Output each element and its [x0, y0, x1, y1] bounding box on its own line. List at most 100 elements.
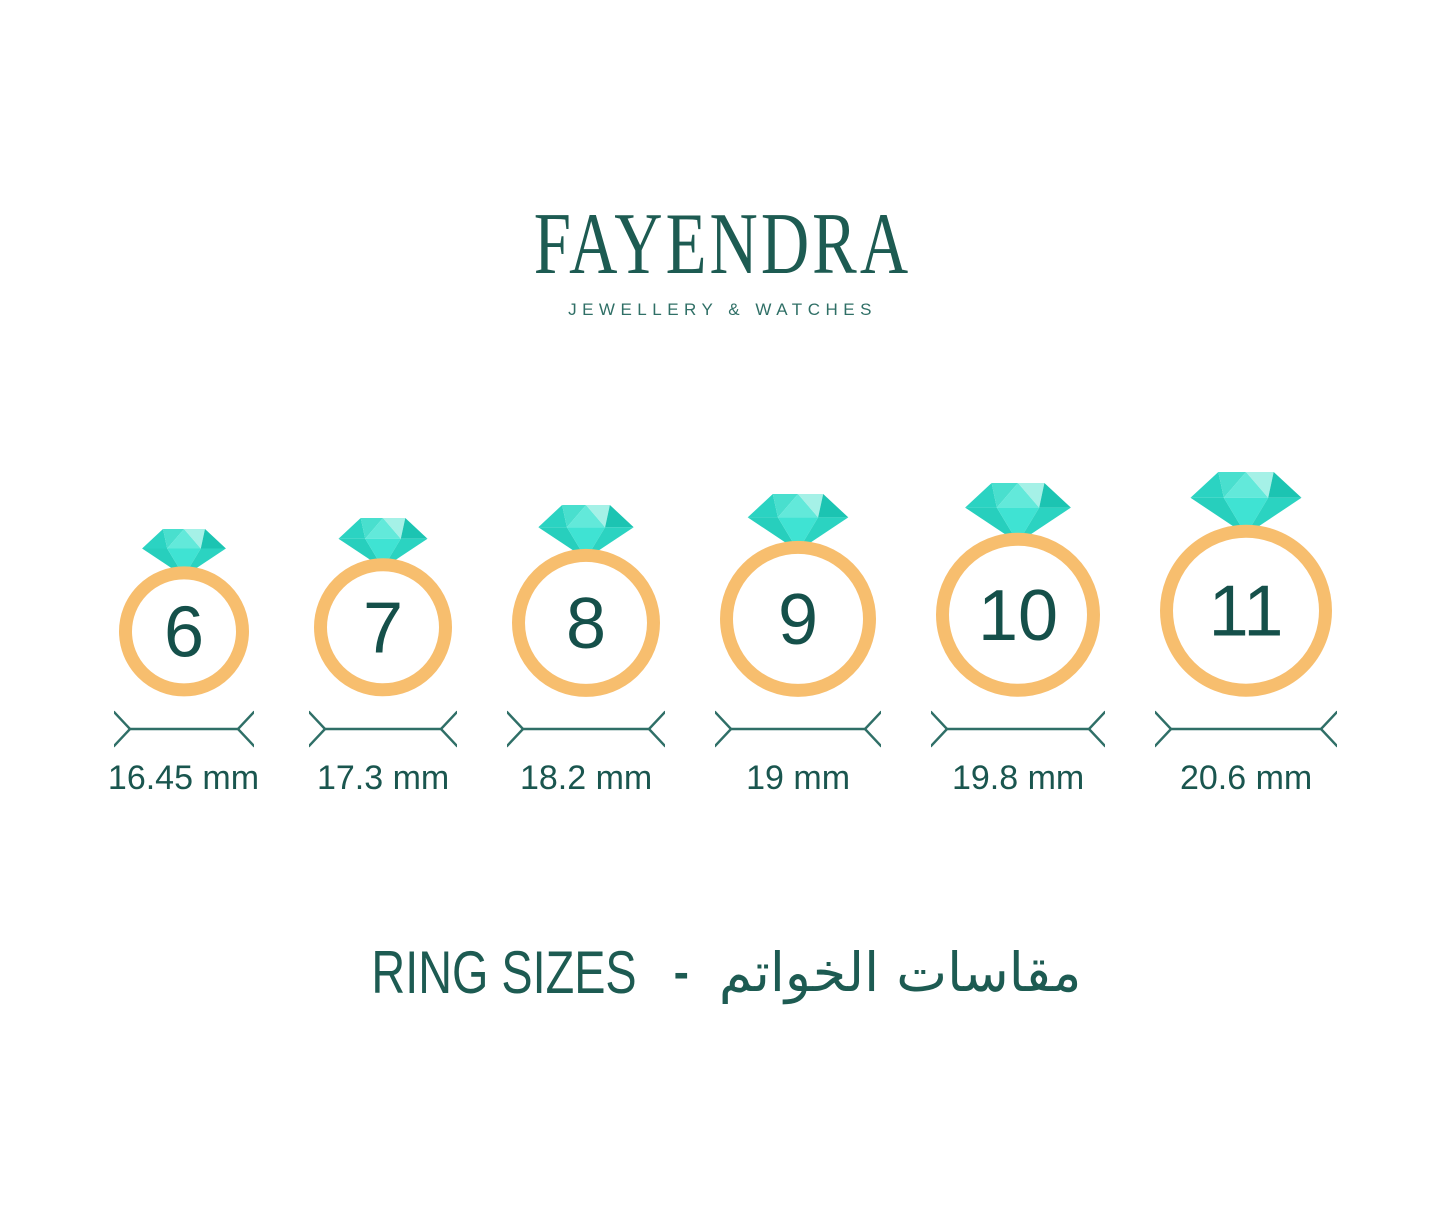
- ring-band: [1160, 524, 1333, 697]
- diamond-facet: [747, 493, 778, 517]
- measurement-arrow-line: [931, 727, 949, 747]
- diamond-facet: [1223, 471, 1269, 498]
- ring-size-number: 7: [363, 588, 403, 668]
- ring-size-number: 8: [566, 583, 606, 663]
- measurement-arrow-line: [439, 727, 458, 747]
- ring-band: [118, 565, 249, 696]
- measurement-arrow-line: [1319, 727, 1338, 747]
- brand-tagline: JEWELLERY & WATCHES: [568, 299, 877, 319]
- measurement-arrow-line: [113, 710, 131, 730]
- diamond-facet: [798, 493, 824, 517]
- diamond-facet: [200, 528, 226, 549]
- measurement-arrow-line: [931, 710, 949, 730]
- diameter-label: 17.3 mm: [316, 758, 450, 797]
- measurement-arrow-line: [647, 710, 666, 730]
- diamond-facet: [747, 516, 799, 551]
- diamond-facet: [991, 482, 1019, 508]
- diamond-facet: [1190, 471, 1224, 498]
- diamond-facet: [538, 526, 587, 559]
- measurement-arrow-line: [647, 727, 666, 747]
- ring-size-number: 10: [978, 575, 1058, 655]
- ring-size-chart: 6 16.45 mm 7 17.3 mm 8 18.2 mm 9 19 mm 10 19.8 mm…: [0, 471, 1445, 798]
- measurement-arrow-line: [113, 727, 131, 747]
- measurement-arrow: [931, 710, 1106, 747]
- ring-size-item: 9 19 mm: [715, 493, 882, 798]
- diamond-facet: [538, 504, 567, 527]
- diamond-facet: [141, 548, 184, 576]
- diamond-facet: [566, 526, 606, 559]
- diamond-facet: [996, 482, 1040, 508]
- measurement-arrow-line: [1087, 727, 1106, 747]
- measurement-arrow-line: [1155, 710, 1173, 730]
- measurement-arrow-line: [507, 727, 525, 747]
- diamond-facet: [1218, 471, 1247, 498]
- measurement-arrow-line: [1087, 710, 1106, 730]
- diamond-icon: [141, 528, 226, 576]
- measurement-arrow-line: [439, 710, 458, 730]
- diameter-label: 19.8 mm: [951, 758, 1085, 797]
- measurement-arrow-line: [309, 727, 327, 747]
- diamond-facet: [586, 526, 634, 559]
- chart-title-dash: -: [673, 946, 689, 999]
- diamond-facet: [772, 493, 799, 517]
- brand-logo: FAYENDRA JEWELLERY & WATCHES: [0, 0, 1445, 320]
- measurement-arrow-line: [1319, 710, 1338, 730]
- ring-illustration: 9: [720, 493, 877, 697]
- diamond-icon: [965, 482, 1071, 543]
- ring-illustration: 7: [314, 517, 453, 696]
- ring-illustration: 8: [512, 504, 661, 697]
- diamond-facet: [798, 516, 849, 551]
- chart-title: RING SIZES - مقاسات الخواتم: [0, 938, 1445, 1007]
- diameter-label: 20.6 mm: [1179, 758, 1313, 797]
- ring-size-number: 6: [163, 592, 203, 672]
- diamond-icon: [538, 504, 634, 559]
- ring-size-item: 7 17.3 mm: [309, 517, 458, 798]
- ring-size-item: 6 16.45 mm: [107, 528, 260, 798]
- diamond-facet: [383, 517, 406, 539]
- diamond-icon: [338, 517, 428, 568]
- diamond-icon: [1190, 471, 1302, 535]
- diamond-facet: [166, 548, 201, 576]
- diamond-facet: [562, 504, 587, 527]
- diamond-facet: [777, 516, 819, 551]
- diamond-facet: [141, 528, 167, 549]
- measurement-arrow-line: [1155, 727, 1173, 747]
- measurement-arrow: [113, 710, 254, 747]
- measurement-arrow-line: [507, 710, 525, 730]
- brand-name: FAYENDRA: [533, 196, 912, 293]
- ring-size-item: 8 18.2 mm: [507, 504, 666, 798]
- ring-size-number: 11: [1209, 571, 1284, 651]
- ring-size-item: 10 19.8 mm: [931, 482, 1106, 798]
- diamond-facet: [183, 528, 205, 549]
- diamond-facet: [183, 548, 226, 576]
- measurement-arrow: [309, 710, 458, 747]
- measurement-arrow: [507, 710, 666, 747]
- diamond-facet: [818, 493, 849, 517]
- diamond-facet: [1190, 497, 1247, 535]
- measurement-arrow-line: [309, 710, 327, 730]
- ring-band: [314, 557, 453, 696]
- diamond-facet: [338, 517, 366, 539]
- measurement-arrow-line: [715, 727, 733, 747]
- diameter-label: 16.45 mm: [107, 758, 260, 797]
- diamond-facet: [1223, 497, 1269, 535]
- diamond-facet: [566, 504, 606, 527]
- measurement-arrow-line: [863, 710, 882, 730]
- diameter-label: 18.2 mm: [519, 758, 653, 797]
- ring-size-number: 9: [778, 579, 818, 659]
- ring-band: [936, 532, 1101, 697]
- measurement-arrow-line: [236, 727, 254, 747]
- diamond-facet: [166, 528, 201, 549]
- diameter-label: 19 mm: [746, 758, 851, 797]
- measurement-arrow-line: [863, 727, 882, 747]
- diamond-facet: [996, 507, 1040, 543]
- measurement-arrow-line: [715, 710, 733, 730]
- chart-title-arabic: مقاسات الخواتم: [718, 940, 1082, 1004]
- diamond-facet: [1246, 497, 1302, 535]
- diamond-facet: [1039, 482, 1071, 508]
- ring-size-item: 11 20.6 mm: [1155, 471, 1338, 798]
- diamond-facet: [365, 538, 401, 568]
- ring-illustration: 11: [1160, 471, 1333, 697]
- diamond-facet: [1268, 471, 1302, 498]
